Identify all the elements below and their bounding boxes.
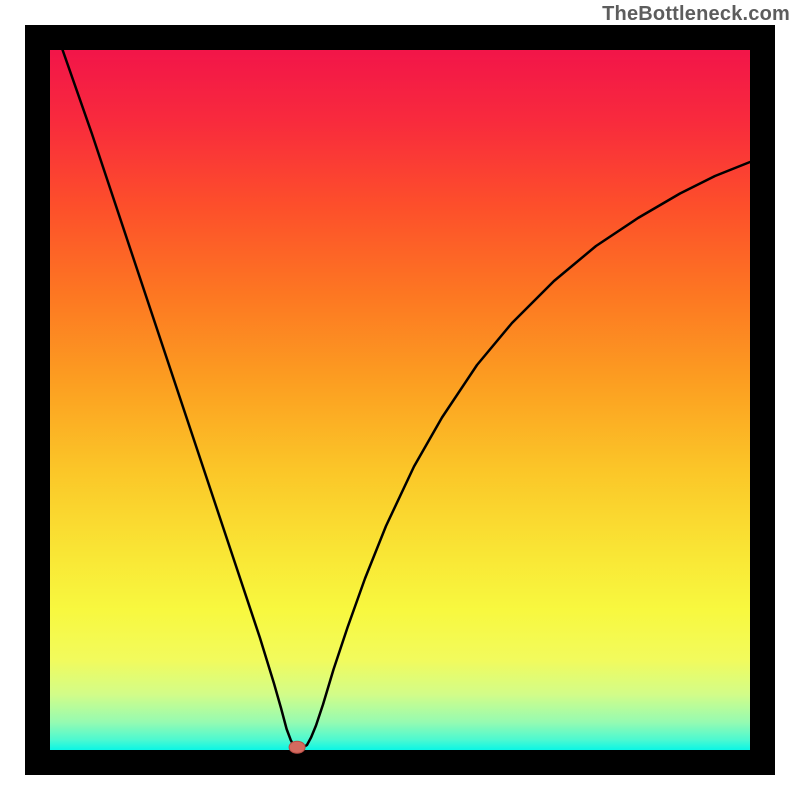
watermark-text: TheBottleneck.com [602, 3, 790, 26]
minimum-marker [289, 741, 305, 753]
chart-svg [0, 0, 800, 800]
plot-background [50, 50, 750, 750]
chart-container: TheBottleneck.com [0, 0, 800, 800]
